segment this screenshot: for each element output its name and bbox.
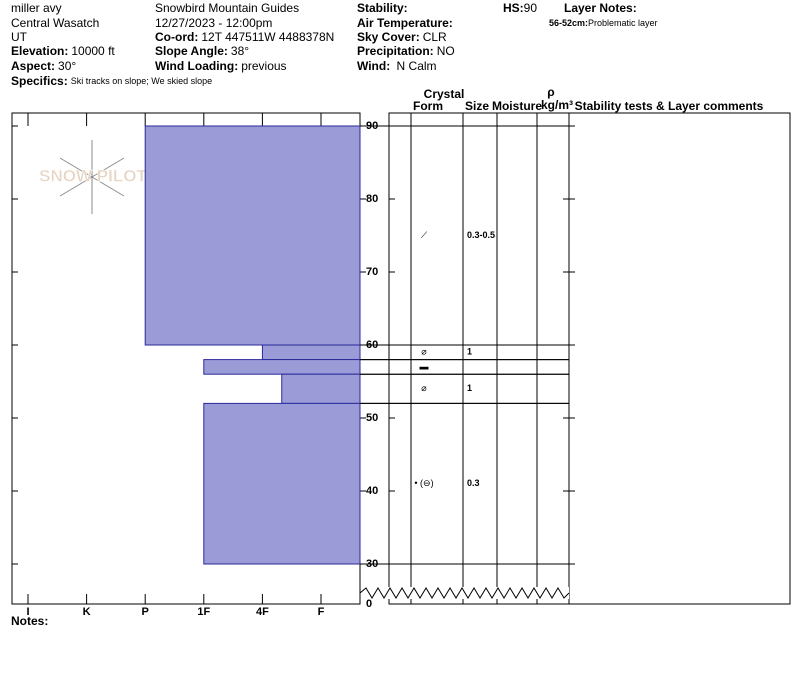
table-frame xyxy=(388,112,791,605)
hardness-bar xyxy=(203,402,361,565)
field-label: Wind Loading: xyxy=(155,59,238,73)
field-label: Slope Angle: xyxy=(155,44,228,58)
field-label: Air Temperature: xyxy=(357,16,453,30)
x-tick-label: K xyxy=(83,606,91,618)
header-field: Slope Angle: 38° xyxy=(155,44,249,58)
field-value: 10000 ft xyxy=(71,44,115,58)
grain-size: 1 xyxy=(467,383,472,393)
header-field: Wind: N Calm xyxy=(357,59,437,73)
field-label: Elevation: xyxy=(11,44,68,58)
header-field: Precipitation: NO xyxy=(357,44,455,58)
field-value: UT xyxy=(11,30,28,44)
th-density: kg/m³ xyxy=(541,98,573,112)
field-value: 90 xyxy=(524,1,538,15)
field-label: Precipitation: xyxy=(357,44,434,58)
field-label: Sky Cover: xyxy=(357,30,420,44)
grain-form: ⟋ xyxy=(421,230,428,240)
grain-form: ▬ xyxy=(420,361,429,371)
field-value: 38° xyxy=(231,44,249,58)
grain-size: 0.3 xyxy=(467,478,480,488)
field-value: 12T 447511W 4488378N xyxy=(201,30,334,44)
grain-form: • (⊖) xyxy=(414,478,433,488)
grain-size: 0.3-0.5 xyxy=(467,230,495,240)
hardness-bar xyxy=(281,373,361,404)
header-field: Stability: xyxy=(357,1,408,15)
grain-size: 1 xyxy=(467,347,472,357)
x-tick-label: 1F xyxy=(197,606,210,618)
header-field: UT xyxy=(11,30,28,44)
field-value: N Calm xyxy=(393,59,436,73)
field-label: Specifics: xyxy=(11,74,68,88)
field-label: Aspect: xyxy=(11,59,55,73)
header-field: Elevation: 10000 ft xyxy=(11,44,115,58)
columns xyxy=(359,113,570,604)
x-tick-label: I xyxy=(26,606,29,618)
th-rho: ρ xyxy=(547,85,554,99)
field-value: CLR xyxy=(423,30,447,44)
field-label: Co-ord: xyxy=(155,30,198,44)
field-value: NO xyxy=(437,44,455,58)
ground-label: 0 xyxy=(366,598,372,610)
y-tick-label: 50 xyxy=(366,412,378,424)
y-tick-label: 70 xyxy=(366,266,378,278)
logo: SNOW PILOT xyxy=(39,140,148,214)
field-label: Layer Notes: xyxy=(564,1,637,15)
logo-text: SNOW PILOT xyxy=(39,166,147,185)
field-value: Problematic layer xyxy=(588,18,658,28)
field-value: Ski tracks on slope; We skied slope xyxy=(71,76,212,86)
field-value: Central Wasatch xyxy=(11,16,99,30)
header-field: Co-ord: 12T 447511W 4488378N xyxy=(155,30,334,44)
field-value: miller avy xyxy=(11,1,62,15)
th-moisture: Moisture xyxy=(492,99,542,113)
header-field: Snowbird Mountain Guides xyxy=(155,1,299,15)
field-value: 30° xyxy=(58,59,76,73)
th-form: Form xyxy=(413,99,443,113)
notes: Notes: xyxy=(11,614,48,628)
field-value: Snowbird Mountain Guides xyxy=(155,1,299,15)
th-size: Size xyxy=(465,99,489,113)
x-tick-label: F xyxy=(318,606,325,618)
header-field: Specifics: Ski tracks on slope; We skied … xyxy=(11,74,212,88)
field-label: Stability: xyxy=(357,1,408,15)
hardness-bar xyxy=(261,344,361,361)
field-label: HS: xyxy=(503,1,524,15)
header-field: 56-52cm:Problematic layer xyxy=(549,18,658,28)
header-field: Central Wasatch xyxy=(11,16,99,30)
field-label: Wind: xyxy=(357,59,390,73)
header-field: HS:90 xyxy=(503,1,537,15)
header-field: miller avy xyxy=(11,1,62,15)
hardness-bar xyxy=(203,359,361,375)
field-value: 12/27/2023 - 12:00pm xyxy=(155,16,272,30)
grain-form: ⌀ xyxy=(421,347,427,357)
header-field: Air Temperature: xyxy=(357,16,453,30)
field-label: 56-52cm: xyxy=(549,18,588,28)
hardness-bar xyxy=(144,125,361,346)
x-tick-label: P xyxy=(142,606,149,618)
header-field: Wind Loading: previous xyxy=(155,59,287,73)
y-tick-label: 40 xyxy=(366,485,378,497)
header-field: Layer Notes: xyxy=(564,1,637,15)
header-field: Aspect: 30° xyxy=(11,59,76,73)
th-crystal: Crystal xyxy=(424,87,465,101)
header-field: Sky Cover: CLR xyxy=(357,30,447,44)
grain-form: ⌀ xyxy=(421,383,427,393)
th-comments: Stability tests & Layer comments xyxy=(575,99,764,113)
header-field: 12/27/2023 - 12:00pm xyxy=(155,16,272,30)
field-value: previous xyxy=(241,59,286,73)
y-tick-label: 80 xyxy=(366,193,378,205)
x-tick-label: 4F xyxy=(256,606,269,618)
